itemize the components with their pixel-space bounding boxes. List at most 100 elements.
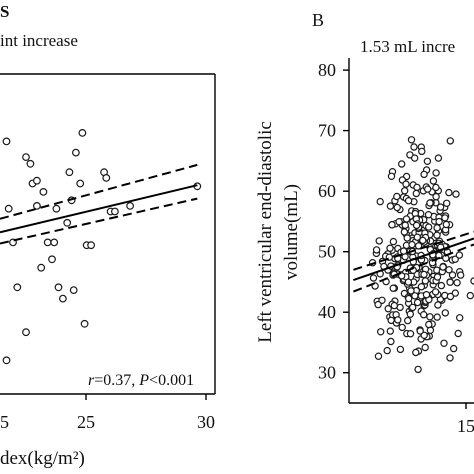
panel-b-point-116: [429, 177, 438, 185]
panel-a-point-12: [43, 238, 52, 247]
panel-b-point-325: [393, 192, 401, 201]
panel-b-point-320: [393, 203, 401, 212]
panel-b-point-302: [446, 278, 454, 286]
panel-b-point-286: [374, 352, 383, 360]
panel-b-y-tick-label-40: 40: [318, 302, 336, 322]
panel-b-point-61: [433, 313, 441, 321]
panel-b-point-189: [413, 183, 421, 192]
panel-b-point-339: [412, 221, 421, 230]
panel-b-point-171: [445, 188, 453, 197]
panel-b-point-173: [405, 294, 413, 303]
panel-b-point-103: [375, 237, 383, 245]
panel-b-point-308: [386, 244, 394, 252]
panel-a-point-3: [13, 283, 22, 292]
panel-a-stat-r-value: =0.37,: [94, 372, 139, 389]
panel-b-point-259: [402, 180, 410, 188]
panel-b-point-64: [450, 344, 458, 353]
panel-a-point-1: [4, 204, 13, 213]
panel-b-point-282: [453, 279, 461, 287]
panel-b-point-106: [384, 305, 392, 313]
panel-a-fit-line: [0, 184, 198, 234]
panel-b-point-336: [420, 270, 428, 279]
panel-b-point-305: [413, 233, 421, 241]
panel-a-point-29: [110, 207, 119, 216]
panel-b-point-108: [425, 223, 433, 231]
panel-b-letter: B: [312, 10, 324, 30]
panel-b-point-194: [399, 247, 408, 255]
panel-b-point-269: [407, 287, 415, 295]
panel-b-point-204: [433, 231, 441, 239]
panel-b-point-285: [404, 196, 413, 205]
panel-b-point-266: [408, 240, 416, 249]
panel-b-point-74: [386, 202, 395, 210]
panel-b-point-333: [452, 190, 460, 198]
panel-b-x-tick-label-15: 15: [457, 416, 474, 436]
panel-a-point-10: [33, 201, 41, 210]
panel-a-ci-upper: [0, 163, 198, 220]
panel-b-point-299: [422, 291, 431, 299]
panel-b-point-164: [433, 224, 441, 232]
panel-b-ci-lower: [353, 243, 474, 293]
panel-a-letter: S: [0, 2, 9, 21]
panel-b-point-274: [443, 199, 451, 207]
panel-b-point-89: [387, 172, 396, 180]
panel-a-x-tick-label-30: 30: [197, 412, 215, 432]
panel-a-point-24: [87, 241, 95, 250]
panel-b-y-axis-label-line-2: volume(mL): [281, 184, 302, 280]
panel-b-y-tick-label-60: 60: [318, 181, 336, 201]
panel-a-points: [2, 128, 202, 365]
panel-b-point-55: [456, 314, 464, 322]
panel-a-stat-p-symbol: P: [138, 372, 149, 389]
panel-b-point-279: [421, 277, 430, 285]
panel-a-stat-r-symbol: r: [88, 372, 95, 389]
panel-b-y-tick-label-70: 70: [318, 121, 336, 141]
panel-b-point-172: [398, 323, 406, 332]
panel-b-point-203: [446, 137, 454, 145]
panel-b-point-235: [411, 292, 419, 300]
panel-b-point-329: [402, 215, 411, 223]
panel-b-point-32: [383, 346, 391, 355]
panel-b-point-268: [457, 271, 465, 279]
panel-b-point-295: [416, 327, 424, 335]
panel-b-point-40: [426, 313, 434, 321]
panel-b-point-324: [423, 157, 432, 165]
panel-b-point-155: [401, 187, 409, 195]
panel-a-point-4: [22, 328, 30, 337]
panel-b-point-212: [403, 234, 411, 242]
panel-a-point-21: [76, 179, 85, 188]
panel-a-point-13: [48, 255, 56, 264]
panel-b-point-176: [410, 143, 418, 151]
panel-b-point-307: [425, 320, 433, 329]
panel-b-point-248: [436, 203, 445, 211]
panel-a-point-15: [54, 283, 63, 292]
panel-b-point-331: [417, 283, 426, 291]
panel-b-point-288: [466, 291, 474, 300]
panel-b-point-242: [419, 236, 427, 245]
panel-b-point-87: [414, 365, 422, 374]
panel-b-point-197: [412, 189, 420, 198]
panel-b-point-140: [434, 154, 443, 162]
panel-b-point-241: [441, 214, 449, 222]
panel-b-point-240: [400, 228, 409, 236]
panel-b-point-323: [374, 300, 382, 309]
panel-a: S int increase 5 25 30 dex(kg/m²) r=0.37…: [0, 2, 216, 469]
panel-b-point-326: [376, 197, 384, 206]
panel-a-point-11: [39, 187, 48, 196]
panel-b-point-291: [446, 354, 454, 362]
panel-b-point-63: [413, 298, 422, 307]
panel-b-point-264: [409, 303, 417, 312]
panel-b-point-209: [455, 251, 464, 259]
panel-b-point-120: [407, 136, 416, 144]
panel-b-point-165: [431, 288, 440, 296]
panel-b-point-246: [389, 237, 398, 246]
panel-b-point-30: [396, 345, 405, 354]
panel-b-point-287: [418, 147, 426, 156]
panel-b-point-69: [404, 316, 412, 325]
panel-b-point-319: [389, 284, 397, 292]
panel-b-point-335: [412, 348, 420, 357]
panel-b-point-126: [386, 327, 394, 335]
panel-b-point-20: [448, 271, 457, 279]
panel-b: B 1.53 mL incre 30 40 50 60 70 80 15 Left ven…: [255, 10, 474, 436]
panel-a-point-18: [65, 168, 74, 177]
